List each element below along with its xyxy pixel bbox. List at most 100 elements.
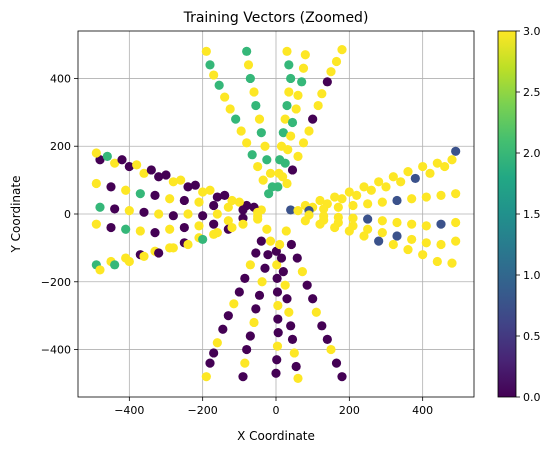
scatter-point [300,50,310,60]
y-tick-label: 0 [64,208,71,221]
scatter-point [262,155,272,165]
scatter-point [209,348,219,358]
scatter-point [273,300,283,311]
scatter-point [132,160,142,170]
scatter-point [223,216,233,226]
scatter-point [359,182,369,192]
scatter-point [407,194,417,204]
scatter-point [220,190,230,200]
scatter-point [363,214,373,224]
scatter-point [392,195,402,206]
scatter-point [451,146,461,156]
scatter-point [183,182,193,192]
scatter-point [106,222,116,233]
scatter-point [238,219,248,229]
colorbar-ticks: 0.0 0.5 1.0 1.5 2.0 2.5 3.0 [516,25,541,404]
scatter-point [284,87,294,97]
scatter-point [165,194,175,204]
scatter-point [150,190,160,200]
scatter-point [291,361,301,372]
scatter-point [421,192,431,202]
scatter-point [165,224,175,234]
scatter-point [110,204,120,214]
scatter-point [432,256,442,267]
x-tick-label: 200 [339,404,360,417]
colorbar-tick-label: 1.5 [523,208,541,221]
scatter-point [425,168,435,178]
scatter-point [344,187,354,197]
scatter-point [273,314,283,324]
scatter-point [272,355,282,365]
scatter-point [403,244,413,255]
scatter-point [231,114,241,124]
scatter-point [272,273,282,283]
scatter-point [154,172,164,182]
chart-title: Training Vectors (Zoomed) [183,10,369,26]
scatter-point [227,222,237,233]
scatter-point [447,155,457,165]
scatter-point [110,158,120,168]
scatter-point [418,161,428,172]
x-axis-ticks: −400 −200 0 200 400 [114,397,433,417]
scatter-point [286,239,296,250]
scatter-point [194,197,204,207]
colorbar-tick-label: 0.0 [523,391,541,404]
scatter-point [396,177,406,187]
scatter-point [432,158,442,168]
scatter-point [262,224,272,234]
scatter-point [242,344,252,355]
scatter-point [284,307,294,317]
scatter-point [436,239,446,250]
scatter-point [282,100,292,111]
scatter-point [293,206,303,216]
scatter-point [243,60,254,70]
scatter-point [377,197,387,207]
y-tick-label: −400 [41,344,71,357]
scatter-point [253,214,263,224]
scatter-point [297,267,307,277]
scatter-point [161,170,171,180]
scatter-point [287,117,298,128]
y-axis-ticks: −400 −200 0 200 400 [41,72,78,357]
scatter-point [374,177,384,187]
scatter-point [212,209,222,219]
colorbar-tick-label: 2.5 [523,86,541,99]
scatter-point [205,358,215,368]
colorbar-tick-label: 2.0 [523,147,541,160]
scatter-point [276,253,287,263]
scatter-point [229,299,239,309]
scatter-point [298,63,309,73]
scatter-point [278,172,288,182]
scatter-point [366,185,376,195]
scatter-point [330,192,340,202]
scatter-point [139,251,149,261]
scatter-point [154,248,164,258]
scatter-point [282,46,292,56]
scatter-point [183,209,193,219]
scatter-point [352,190,362,200]
scatter-point [392,217,402,228]
scatter-point [282,178,292,189]
scatter-point [263,250,273,260]
scatter-point [223,311,233,321]
scatter-point [238,372,248,382]
scatter-point [403,167,413,177]
scatter-point [421,221,431,231]
scatter-point [286,321,296,331]
scatter-point [308,294,318,304]
scatter-points [91,45,461,383]
scatter-point [298,138,309,148]
scatter-point [254,290,265,300]
scatter-point [280,114,290,124]
scatter-point [225,104,235,114]
scatter-point [337,372,347,382]
scatter-point [287,334,298,344]
scatter-point [264,189,274,199]
scatter-point [238,205,248,215]
scatter-point [315,219,325,229]
scatter-point [289,348,299,358]
y-tick-label: 400 [50,72,71,85]
scatter-point [278,267,288,277]
scatter-point [333,202,343,212]
